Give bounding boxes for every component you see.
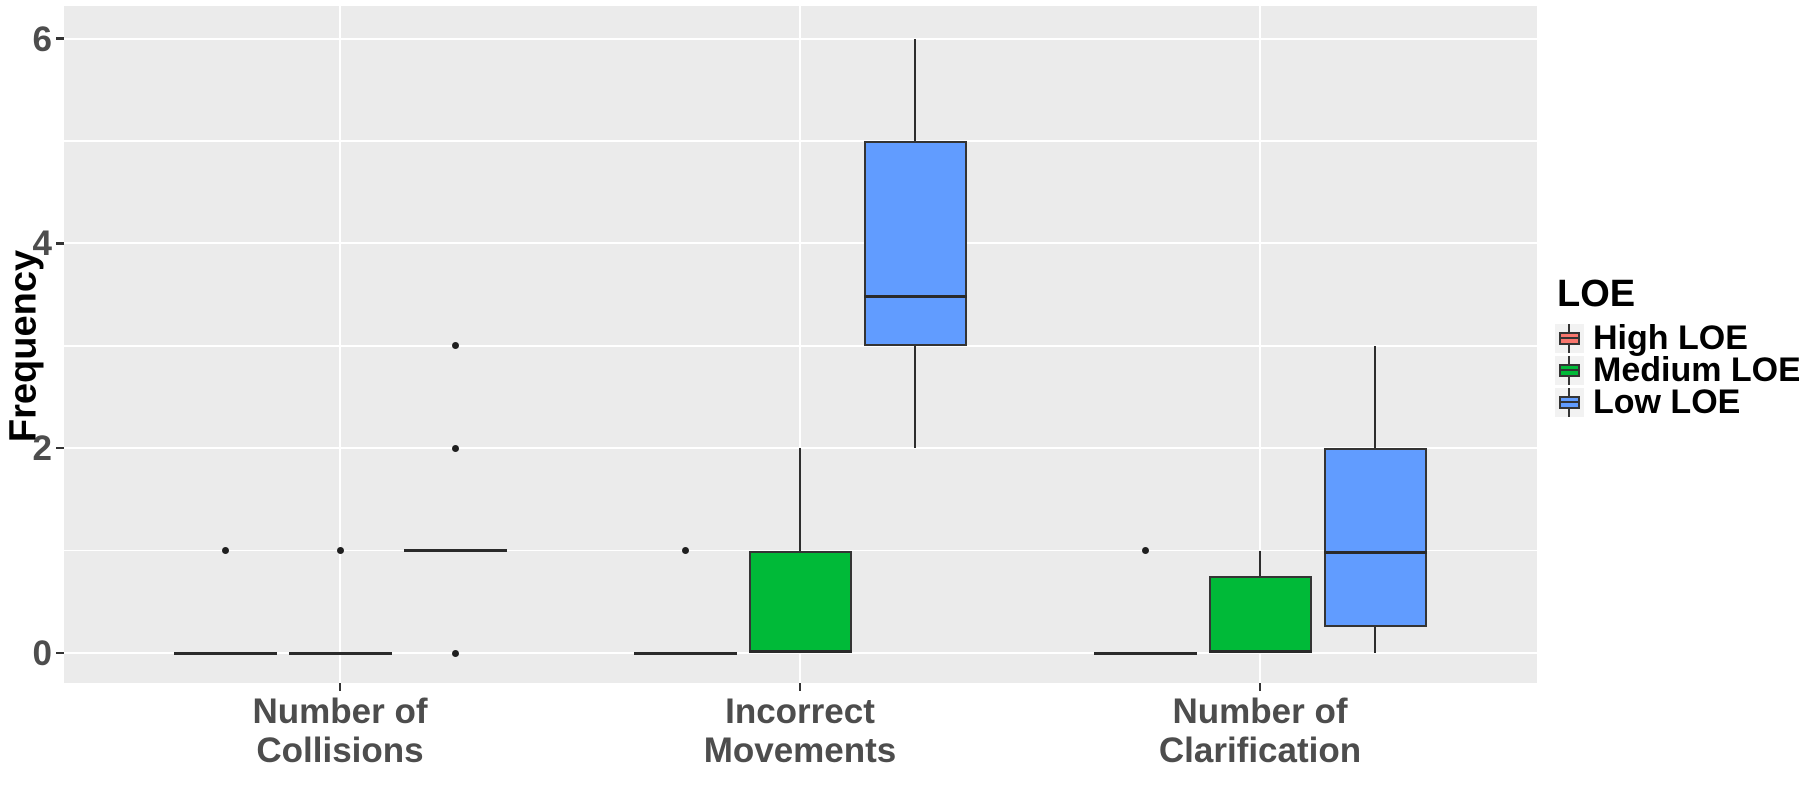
y-axis-tick-label: 2	[32, 429, 52, 469]
boxplot-median-line	[1323, 550, 1427, 554]
outlier-point	[451, 342, 459, 350]
boxplot-median-line	[1208, 650, 1312, 653]
y-axis-tick-label: 4	[32, 224, 52, 264]
major-gridline-vertical	[799, 6, 801, 683]
x-axis-tick-mark	[798, 683, 802, 691]
boxplot-lower-whisker	[1374, 627, 1376, 653]
legend-entry-medium-loe: Medium LOE	[1555, 351, 1799, 389]
legend-label: High LOE	[1593, 319, 1748, 357]
major-gridline-vertical	[1259, 6, 1261, 683]
y-axis-tick-mark	[56, 37, 64, 40]
boxplot-median-line	[863, 294, 967, 298]
y-axis-tick-label: 0	[32, 634, 52, 673]
plot-panel	[64, 6, 1537, 683]
boxplot-flat-box	[173, 651, 277, 655]
y-axis-tick-mark	[56, 651, 64, 655]
legend: LOE High LOE Medium LOE Low LOE	[1555, 273, 1799, 421]
legend-key-boxplot-icon	[1555, 355, 1584, 385]
x-axis-tick-label: Number of Clarification	[1158, 692, 1362, 770]
outlier-point	[336, 547, 344, 555]
boxplot-median-line	[748, 650, 852, 653]
boxplot-flat-box	[288, 651, 392, 655]
legend-label: Low LOE	[1593, 383, 1741, 421]
boxplot-upper-whisker	[1374, 345, 1376, 449]
boxplot-upper-whisker	[1259, 550, 1261, 577]
outlier-point	[451, 649, 459, 657]
boxplot-upper-whisker	[914, 38, 916, 141]
y-axis-tick-mark	[56, 446, 64, 450]
outlier-point	[681, 547, 689, 555]
major-gridline-vertical	[339, 6, 341, 683]
legend-entry-high-loe: High LOE	[1555, 319, 1799, 357]
outlier-point	[221, 547, 229, 555]
legend-key-boxplot-icon	[1555, 387, 1584, 417]
boxplot-upper-whisker	[799, 448, 801, 551]
y-axis-tick-label: 6	[32, 19, 52, 59]
boxplot-box	[748, 550, 852, 653]
boxplot-flat-box	[1093, 651, 1197, 655]
outlier-point	[1141, 547, 1149, 555]
legend-key-boxplot-icon	[1555, 323, 1584, 353]
legend-title: LOE	[1557, 273, 1636, 315]
y-axis-tick-mark	[56, 242, 64, 245]
x-axis-tick-label: Incorrect Movements	[703, 692, 897, 770]
legend-label: Medium LOE	[1593, 351, 1799, 389]
x-axis-tick-mark	[1258, 683, 1262, 691]
legend-entry-low-loe: Low LOE	[1555, 383, 1799, 421]
boxplot-box	[863, 141, 967, 346]
outlier-point	[451, 444, 459, 452]
x-axis-tick-label: Number of Collisions	[252, 692, 428, 770]
boxplot-flat-box	[633, 651, 737, 655]
boxplot-box	[1208, 576, 1312, 653]
boxplot-flat-box	[403, 549, 507, 553]
y-axis-title: Frequency	[2, 249, 45, 443]
boxplot-box	[1323, 448, 1427, 628]
x-axis-tick-mark	[338, 683, 342, 691]
boxplot-lower-whisker	[914, 345, 916, 449]
